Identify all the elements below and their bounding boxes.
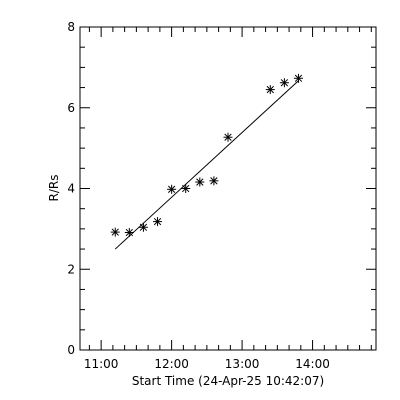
data-point xyxy=(195,177,205,187)
data-point xyxy=(181,184,191,193)
y-tick-label: 8 xyxy=(67,20,75,34)
x-tick-label: 12:00 xyxy=(154,357,189,371)
data-point xyxy=(167,184,177,194)
fit-line xyxy=(114,80,299,250)
data-point xyxy=(124,228,134,238)
data-point xyxy=(110,227,120,237)
x-axis-label: Start Time (24-Apr-25 10:42:07) xyxy=(132,374,324,388)
data-point xyxy=(153,217,163,227)
y-tick-label: 4 xyxy=(67,182,75,196)
x-tick-label: 14:00 xyxy=(295,357,330,371)
y-tick-label: 0 xyxy=(67,343,75,357)
axis-tick-labels: 11:00 12:00 13:00 14:00 0 2 4 6 8 xyxy=(67,20,330,371)
y-tick-label: 6 xyxy=(67,101,75,115)
y-tick-label: 2 xyxy=(67,262,75,276)
data-point xyxy=(279,78,289,88)
data-points xyxy=(110,73,303,238)
data-point xyxy=(138,222,148,232)
axis-ticks xyxy=(80,26,376,351)
data-point xyxy=(209,176,219,186)
data-point xyxy=(293,73,303,83)
plot-frame xyxy=(79,26,377,351)
y-axis-label: R/Rs xyxy=(47,175,61,202)
x-tick-label: 11:00 xyxy=(84,357,119,371)
data-point xyxy=(265,85,275,95)
x-tick-label: 13:00 xyxy=(225,357,260,371)
data-point xyxy=(223,132,233,142)
